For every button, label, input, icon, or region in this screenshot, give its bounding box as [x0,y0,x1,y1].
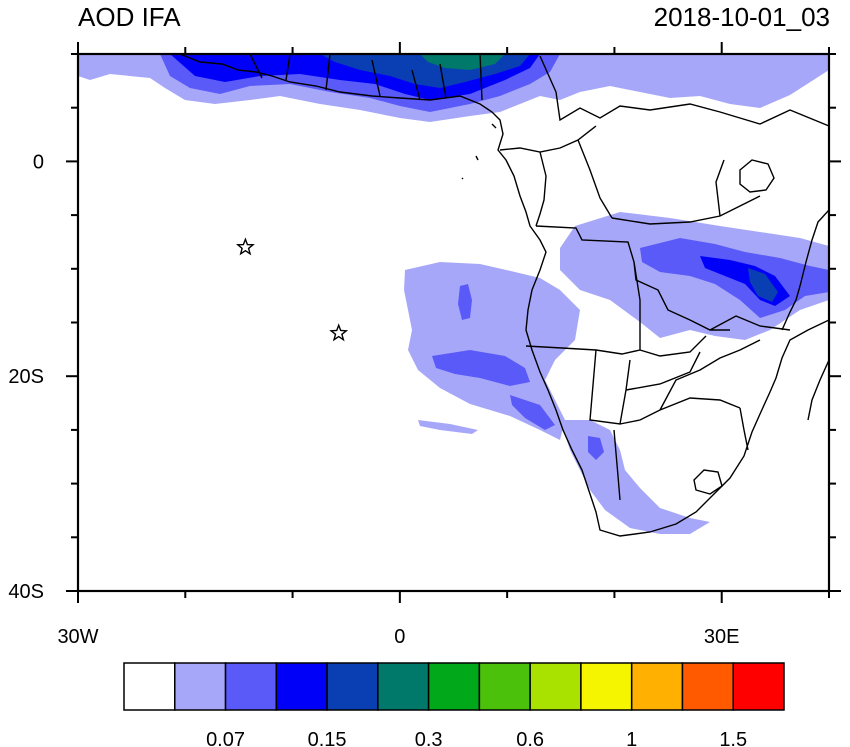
aod-sa-mid [588,436,604,460]
islands-gulf [461,123,497,180]
map-title: AOD IFA [78,2,181,32]
lesotho [693,469,723,495]
lat-label: 20S [8,366,44,388]
lake-victoria [739,159,775,193]
star-st-helena-like-icon [329,323,349,342]
colorbar-swatch [478,662,531,711]
aod-south-blob [458,284,472,320]
aod-south-light [404,262,580,440]
lat-label: 40S [8,581,44,603]
lon-label: 0 [394,626,405,648]
axis-ticks [66,42,841,603]
colorbar-swatch [529,662,582,711]
aod-field [78,54,829,534]
colorbar-label: 1.5 [719,729,747,747]
colorbar-label: 0.6 [516,729,544,747]
colorbar-label: 0.07 [206,729,245,747]
lon-label: 30E [704,626,740,648]
colorbar-swatch [224,662,278,711]
aod-north-teal [420,54,505,70]
colorbar-label: 1 [626,729,637,747]
axis-tick-labels: 0 20S 40S 30W 0 30E [8,151,739,648]
map-timestamp: 2018-10-01_03 [653,2,830,32]
colorbar-swatch [123,662,176,711]
colorbar-swatch [580,662,633,711]
aod-central-dark [748,268,778,302]
star-ascension-like-icon [235,237,255,256]
lat-label: 0 [33,151,44,173]
borders-north [249,54,829,127]
aod-south-tail [510,395,555,430]
colorbar: 0.07 0.15 0.3 0.6 1 1.5 [123,662,785,747]
colorbar-swatch [681,662,734,711]
colorbar-swatch [275,662,328,711]
east-africa-coast [781,209,829,331]
aod-south-mid [432,350,530,386]
aod-south-trace [418,420,478,434]
lon-label: 30W [57,626,98,648]
madagascar-edge [807,359,829,421]
west-africa-coast [179,54,829,537]
colorbar-swatch [427,662,481,711]
borders-south [613,339,761,501]
colorbar-label: 0.15 [308,729,347,747]
colorbar-swatch [174,662,227,711]
coastlines-and-borders [179,54,829,537]
colorbar-label: 0.3 [415,729,443,747]
colorbar-swatch [326,662,379,711]
colorbar-swatch [630,662,684,711]
colorbar-swatch [732,662,785,711]
colorbar-swatch [377,662,430,711]
station-markers [235,237,349,342]
